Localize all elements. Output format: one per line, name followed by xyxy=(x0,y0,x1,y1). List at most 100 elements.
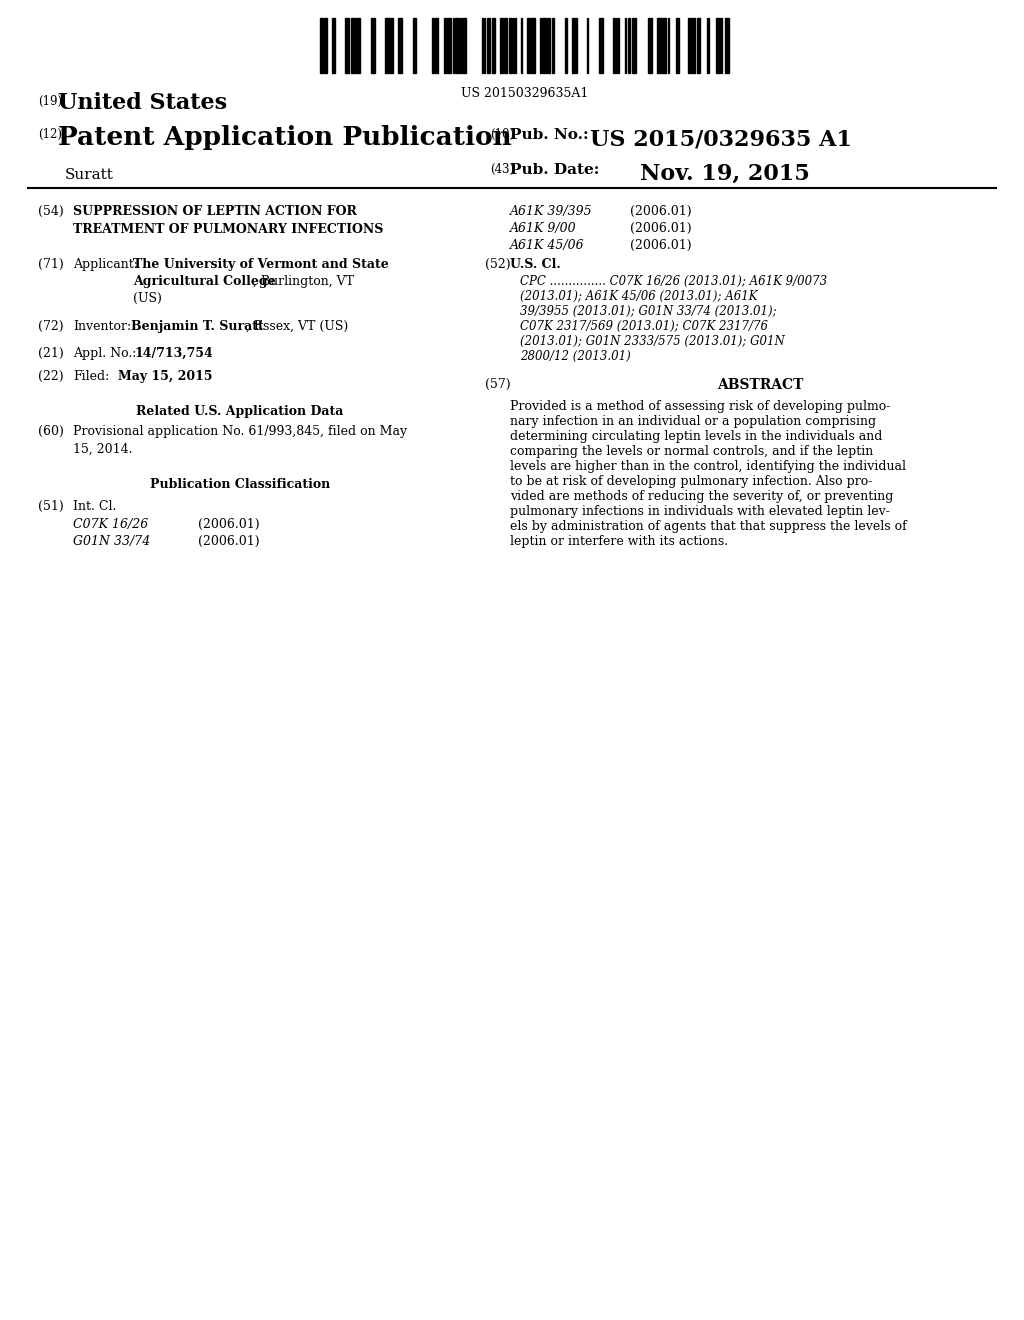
Bar xyxy=(599,18,603,73)
Text: Pub. No.:: Pub. No.: xyxy=(510,128,589,143)
Text: (10): (10) xyxy=(490,128,514,141)
Bar xyxy=(572,18,575,73)
Bar xyxy=(632,18,636,73)
Text: Related U.S. Application Data: Related U.S. Application Data xyxy=(136,405,344,418)
Bar xyxy=(628,18,630,73)
Bar xyxy=(697,18,700,73)
Text: United States: United States xyxy=(58,92,227,114)
Text: ABSTRACT: ABSTRACT xyxy=(717,378,803,392)
Text: Pub. Date:: Pub. Date: xyxy=(510,162,599,177)
Bar xyxy=(432,18,434,73)
Bar xyxy=(500,18,503,73)
Bar xyxy=(455,18,459,73)
Bar xyxy=(413,18,416,73)
Text: (57): (57) xyxy=(485,378,511,391)
Bar xyxy=(531,18,535,73)
Bar xyxy=(487,18,490,73)
Text: May 15, 2015: May 15, 2015 xyxy=(118,370,213,383)
Text: C07K 16/26: C07K 16/26 xyxy=(73,517,148,531)
Text: levels are higher than in the control, identifying the individual: levels are higher than in the control, i… xyxy=(510,459,906,473)
Bar xyxy=(716,18,720,73)
Bar xyxy=(390,18,393,73)
Text: (2006.01): (2006.01) xyxy=(630,222,691,235)
Bar xyxy=(565,18,567,73)
Text: Patent Application Publication: Patent Application Publication xyxy=(58,125,512,150)
Bar xyxy=(332,18,335,73)
Text: Inventor:: Inventor: xyxy=(73,319,131,333)
Text: (12): (12) xyxy=(38,128,62,141)
Text: Int. Cl.: Int. Cl. xyxy=(73,500,117,513)
Text: (2006.01): (2006.01) xyxy=(198,517,260,531)
Bar xyxy=(648,18,652,73)
Bar xyxy=(371,18,375,73)
Text: Filed:: Filed: xyxy=(73,370,110,383)
Text: , Burlington, VT: , Burlington, VT xyxy=(253,275,354,288)
Bar xyxy=(707,18,709,73)
Text: (2013.01); G01N 2333/575 (2013.01); G01N: (2013.01); G01N 2333/575 (2013.01); G01N xyxy=(520,335,784,348)
Text: pulmonary infections in individuals with elevated leptin lev-: pulmonary infections in individuals with… xyxy=(510,506,890,517)
Text: (2006.01): (2006.01) xyxy=(198,535,260,548)
Bar xyxy=(657,18,662,73)
Bar xyxy=(447,18,451,73)
Bar xyxy=(662,18,666,73)
Text: US 20150329635A1: US 20150329635A1 xyxy=(462,87,589,100)
Text: (2006.01): (2006.01) xyxy=(630,239,691,252)
Text: (71): (71) xyxy=(38,257,63,271)
Text: U.S. Cl.: U.S. Cl. xyxy=(510,257,561,271)
Text: Suratt: Suratt xyxy=(65,168,114,182)
Text: , Essex, VT (US): , Essex, VT (US) xyxy=(246,319,348,333)
Text: (2006.01): (2006.01) xyxy=(630,205,691,218)
Bar xyxy=(691,18,695,73)
Text: Provisional application No. 61/993,845, filed on May
15, 2014.: Provisional application No. 61/993,845, … xyxy=(73,425,408,455)
Bar xyxy=(351,18,355,73)
Text: leptin or interfere with its actions.: leptin or interfere with its actions. xyxy=(510,535,728,548)
Text: (43): (43) xyxy=(490,162,514,176)
Text: comparing the levels or normal controls, and if the leptin: comparing the levels or normal controls,… xyxy=(510,445,873,458)
Text: to be at risk of developing pulmonary infection. Also pro-: to be at risk of developing pulmonary in… xyxy=(510,475,872,488)
Text: 39/3955 (2013.01); G01N 33/74 (2013.01);: 39/3955 (2013.01); G01N 33/74 (2013.01); xyxy=(520,305,776,318)
Text: (21): (21) xyxy=(38,347,63,360)
Text: Publication Classification: Publication Classification xyxy=(150,478,330,491)
Bar xyxy=(547,18,550,73)
Text: 2800/12 (2013.01): 2800/12 (2013.01) xyxy=(520,350,631,363)
Text: Benjamin T. Suratt: Benjamin T. Suratt xyxy=(131,319,264,333)
Bar xyxy=(509,18,512,73)
Bar xyxy=(462,18,466,73)
Bar xyxy=(676,18,679,73)
Text: (US): (US) xyxy=(133,292,162,305)
Text: (52): (52) xyxy=(485,257,511,271)
Text: els by administration of agents that that suppress the levels of: els by administration of agents that tha… xyxy=(510,520,906,533)
Text: CPC ............... C07K 16/26 (2013.01); A61K 9/0073: CPC ............... C07K 16/26 (2013.01)… xyxy=(520,275,827,288)
Bar xyxy=(542,18,546,73)
Text: (54): (54) xyxy=(38,205,63,218)
Bar xyxy=(345,18,349,73)
Text: (2013.01); A61K 45/06 (2013.01); A61K: (2013.01); A61K 45/06 (2013.01); A61K xyxy=(520,290,758,304)
Text: C07K 2317/569 (2013.01); C07K 2317/76: C07K 2317/569 (2013.01); C07K 2317/76 xyxy=(520,319,768,333)
Bar xyxy=(444,18,446,73)
Text: A61K 45/06: A61K 45/06 xyxy=(510,239,585,252)
Text: 14/713,754: 14/713,754 xyxy=(135,347,214,360)
Bar xyxy=(504,18,507,73)
Bar xyxy=(527,18,530,73)
Text: vided are methods of reducing the severity of, or preventing: vided are methods of reducing the severi… xyxy=(510,490,893,503)
Text: Nov. 19, 2015: Nov. 19, 2015 xyxy=(640,162,810,185)
Bar xyxy=(725,18,729,73)
Text: (72): (72) xyxy=(38,319,63,333)
Text: The University of Vermont and State: The University of Vermont and State xyxy=(133,257,389,271)
Bar xyxy=(324,18,327,73)
Bar xyxy=(613,18,615,73)
Text: Appl. No.:: Appl. No.: xyxy=(73,347,136,360)
Text: Provided is a method of assessing risk of developing pulmo-: Provided is a method of assessing risk o… xyxy=(510,400,891,413)
Text: (51): (51) xyxy=(38,500,63,513)
Text: (60): (60) xyxy=(38,425,63,438)
Text: Applicant:: Applicant: xyxy=(73,257,138,271)
Text: G01N 33/74: G01N 33/74 xyxy=(73,535,151,548)
Text: SUPPRESSION OF LEPTIN ACTION FOR
TREATMENT OF PULMONARY INFECTIONS: SUPPRESSION OF LEPTIN ACTION FOR TREATME… xyxy=(73,205,383,236)
Text: determining circulating leptin levels in the individuals and: determining circulating leptin levels in… xyxy=(510,430,883,444)
Text: A61K 39/395: A61K 39/395 xyxy=(510,205,593,218)
Bar xyxy=(552,18,554,73)
Bar xyxy=(385,18,389,73)
Bar xyxy=(356,18,360,73)
Bar xyxy=(398,18,402,73)
Bar xyxy=(688,18,690,73)
